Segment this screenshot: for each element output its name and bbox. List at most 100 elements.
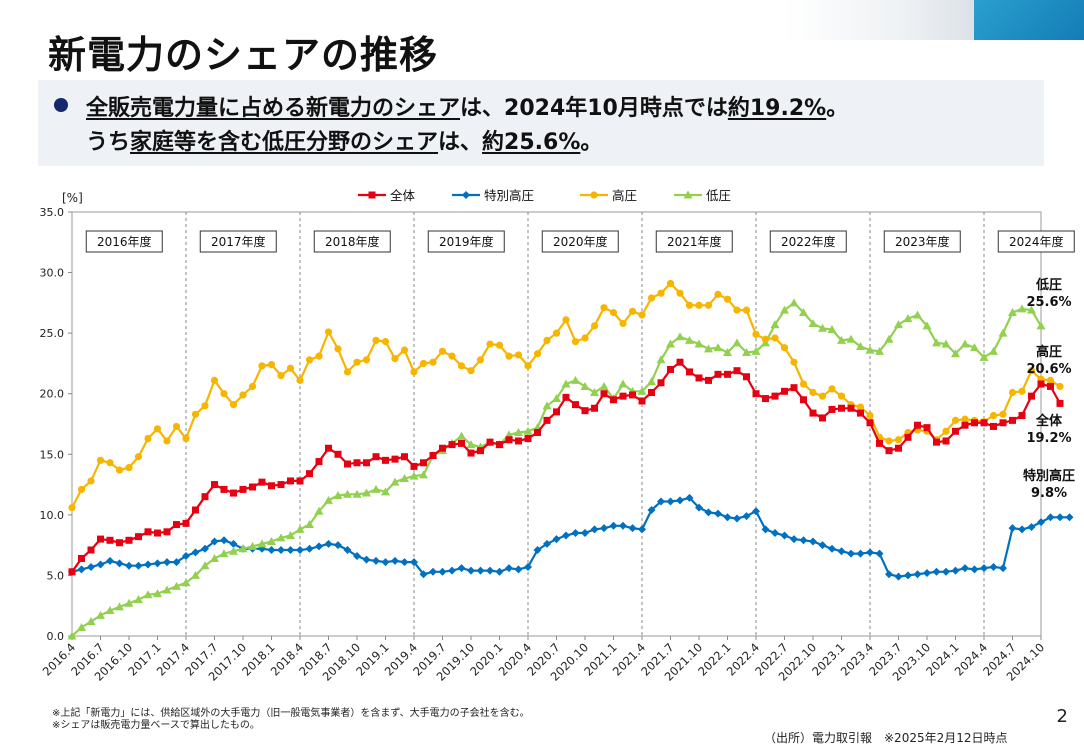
data-point-全体 [847, 404, 855, 412]
data-point-全体 [524, 435, 532, 443]
data-point-特別高圧 [324, 539, 333, 548]
data-point-特別高圧 [277, 545, 285, 554]
data-point-低圧 [96, 610, 105, 619]
summary-line1-segment: 。 [826, 96, 849, 121]
summary-line2-segment: 家庭等を含む低圧分野のシェア [130, 130, 439, 155]
data-point-高圧 [695, 301, 703, 309]
data-point-低圧 [409, 471, 419, 480]
data-point-高圧 [277, 371, 285, 380]
summary-line1-segment: 約19.2% [727, 96, 827, 121]
data-point-低圧 [989, 346, 998, 355]
data-point-特別高圧 [581, 529, 589, 538]
y-tick-label: 0.0 [47, 630, 65, 643]
data-point-高圧 [571, 338, 580, 346]
data-point-特別高圧 [495, 567, 504, 576]
data-point-特別高圧 [771, 529, 779, 538]
data-point-低圧 [865, 345, 875, 354]
data-point-特別高圧 [780, 531, 789, 540]
data-point-低圧 [352, 489, 362, 498]
legend-marker-低圧 [683, 190, 693, 199]
data-point-高圧 [828, 385, 836, 393]
data-point-全体 [410, 462, 418, 470]
data-point-特別高圧 [828, 544, 836, 553]
data-point-全体 [610, 396, 617, 404]
data-point-低圧 [666, 339, 675, 348]
data-point-特別高圧 [818, 541, 827, 550]
data-point-低圧 [1017, 304, 1027, 313]
data-point-低圧 [903, 314, 913, 323]
data-point-全体 [809, 409, 817, 417]
data-point-高圧 [543, 336, 551, 345]
data-point-高圧 [590, 322, 599, 330]
fiscal-year-label: 2017年度 [211, 234, 266, 249]
data-point-特別高圧 [182, 552, 190, 561]
data-point-全体 [705, 376, 712, 384]
data-point-低圧 [808, 318, 818, 327]
data-point-特別高圧 [999, 564, 1007, 573]
data-point-高圧 [951, 416, 960, 424]
data-point-高圧 [68, 503, 76, 512]
data-point-高圧 [410, 368, 418, 376]
data-point-全体 [287, 477, 294, 485]
data-point-特別高圧 [191, 548, 200, 557]
data-point-特別高圧 [543, 539, 551, 548]
data-point-全体 [876, 439, 883, 447]
fiscal-year-box [85, 230, 163, 253]
y-tick-label: 15.0 [40, 448, 65, 461]
fiscal-year-box [313, 230, 391, 253]
data-point-高圧 [400, 346, 409, 354]
footnote-1: ※上記「新電力」には、供給区域外の大手電力（旧一般電気事業者）を含まず、大手電力… [52, 708, 530, 719]
data-point-全体 [1028, 392, 1035, 400]
data-point-特別高圧 [87, 562, 95, 571]
data-point-特別高圧 [77, 565, 86, 574]
fiscal-year-box [655, 230, 733, 253]
series-line-低圧 [71, 301, 1042, 637]
data-point-特別高圧 [410, 558, 418, 567]
fiscal-year-box [427, 230, 505, 253]
y-axis-label: [%] [62, 191, 83, 205]
data-point-低圧 [276, 533, 286, 542]
data-point-低圧 [419, 470, 428, 479]
data-point-低圧 [675, 332, 685, 341]
data-point-全体 [230, 489, 237, 497]
data-point-低圧 [742, 348, 751, 357]
data-point-高圧 [220, 390, 228, 398]
data-point-低圧 [799, 308, 808, 317]
data-point-特別高圧 [476, 566, 485, 575]
data-point-低圧 [599, 381, 609, 390]
data-point-特別高圧 [286, 545, 295, 554]
data-point-高圧 [324, 328, 333, 336]
data-point-低圧 [571, 375, 580, 384]
data-point-特別高圧 [115, 559, 124, 568]
data-point-高圧 [286, 364, 295, 372]
data-point-特別高圧 [894, 572, 903, 581]
summary-line1-segment: は、2024年10月時点では [460, 96, 728, 121]
data-point-高圧 [296, 376, 304, 384]
data-point-高圧 [562, 316, 570, 324]
summary-line2-segment: は、 [438, 130, 483, 155]
data-point-高圧 [837, 392, 846, 400]
y-tick-label: 25.0 [40, 327, 65, 340]
summary-line-1: 全販売電力量に占める新電力のシェアは、2024年10月時点では約19.2%。 [86, 90, 848, 122]
data-point-全体 [344, 460, 351, 468]
data-point-低圧 [1027, 305, 1036, 314]
data-point-低圧 [77, 623, 86, 632]
data-point-高圧 [790, 358, 798, 366]
data-point-全体 [467, 449, 475, 457]
y-tick-label: 10.0 [40, 509, 65, 522]
data-point-高圧 [381, 338, 390, 346]
data-point-高圧 [581, 334, 589, 342]
data-point-特別高圧 [315, 542, 323, 551]
data-point-高圧 [685, 301, 694, 309]
data-point-特別高圧 [201, 544, 209, 553]
data-point-高圧 [999, 410, 1007, 418]
data-point-全体 [572, 401, 579, 409]
data-point-低圧 [884, 334, 894, 343]
data-point-全体 [999, 419, 1007, 427]
data-point-特別高圧 [438, 567, 447, 576]
data-point-全体 [752, 390, 760, 398]
data-point-高圧 [438, 347, 447, 355]
data-point-低圧 [115, 602, 124, 611]
data-point-全体 [743, 373, 750, 381]
data-point-高圧 [752, 330, 760, 338]
